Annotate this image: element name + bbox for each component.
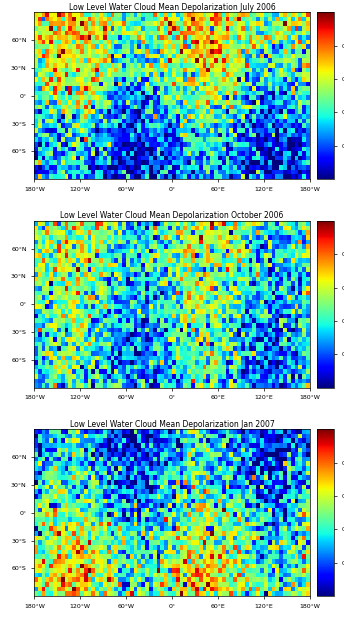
Title: Low Level Water Cloud Mean Depolarization July 2006: Low Level Water Cloud Mean Depolarizatio… bbox=[69, 2, 276, 12]
Title: Low Level Water Cloud Mean Depolarization Jan 2007: Low Level Water Cloud Mean Depolarizatio… bbox=[70, 420, 275, 428]
Title: Low Level Water Cloud Mean Depolarization October 2006: Low Level Water Cloud Mean Depolarizatio… bbox=[61, 211, 284, 220]
